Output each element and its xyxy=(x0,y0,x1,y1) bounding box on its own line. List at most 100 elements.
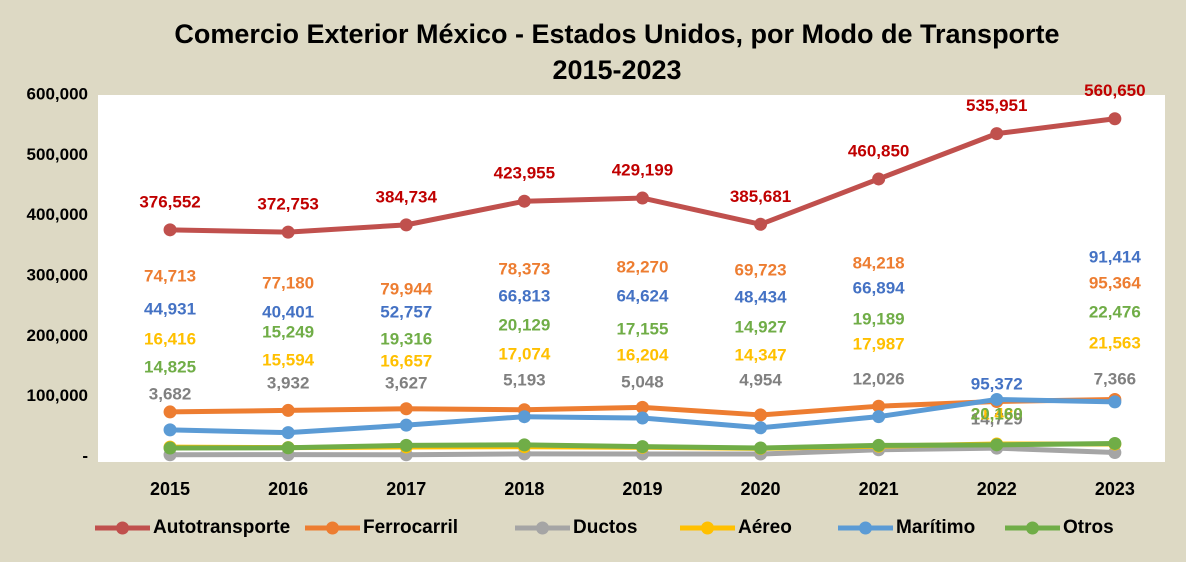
data-label: 84,218 xyxy=(853,253,905,272)
y-tick-label: - xyxy=(82,446,88,465)
data-label: 79,944 xyxy=(380,279,433,298)
x-tick-label: 2020 xyxy=(741,479,781,499)
legend-marker xyxy=(116,521,129,535)
data-label: 16,416 xyxy=(144,329,196,348)
data-label: 5,193 xyxy=(503,370,546,389)
data-point xyxy=(872,172,886,186)
data-label: 423,955 xyxy=(494,164,555,183)
data-label: 7,366 xyxy=(1094,369,1137,388)
data-label: 48,434 xyxy=(735,287,788,306)
data-point xyxy=(1108,395,1122,409)
data-point xyxy=(163,405,177,419)
data-point xyxy=(754,217,768,231)
data-label: 21,480 xyxy=(971,404,1023,423)
data-label: 66,813 xyxy=(498,286,550,305)
y-tick-label: 500,000 xyxy=(27,145,88,164)
data-label: 44,931 xyxy=(144,299,196,318)
x-tick-label: 2023 xyxy=(1095,479,1135,499)
data-point xyxy=(990,438,1004,452)
data-point xyxy=(990,127,1004,141)
chart-title: Comercio Exterior México - Estados Unido… xyxy=(174,19,1059,49)
data-point xyxy=(635,411,649,425)
legend-marker xyxy=(1026,521,1039,535)
data-point xyxy=(754,421,768,435)
data-point xyxy=(517,410,531,424)
legend-label: Marítimo xyxy=(896,517,975,538)
y-tick-label: 100,000 xyxy=(27,386,88,405)
data-point xyxy=(281,441,295,455)
data-label: 74,713 xyxy=(144,266,196,285)
data-label: 17,155 xyxy=(616,319,668,338)
data-label: 40,401 xyxy=(262,302,314,321)
data-label: 16,204 xyxy=(616,345,669,364)
data-label: 77,180 xyxy=(262,273,314,292)
data-label: 16,657 xyxy=(380,351,432,370)
data-label: 3,932 xyxy=(267,373,310,392)
legend-label: Aéreo xyxy=(738,517,792,538)
data-label: 82,270 xyxy=(616,257,668,276)
data-point xyxy=(281,426,295,440)
data-point xyxy=(399,418,413,432)
data-point xyxy=(163,441,177,455)
legend-marker xyxy=(536,521,549,535)
data-label: 4,954 xyxy=(739,370,782,389)
y-tick-label: 200,000 xyxy=(27,326,88,345)
data-point xyxy=(399,402,413,416)
data-label: 78,373 xyxy=(498,259,550,278)
legend-label: Ductos xyxy=(573,517,637,538)
data-label: 64,624 xyxy=(616,286,669,305)
data-label: 17,987 xyxy=(853,334,905,353)
data-label: 95,372 xyxy=(971,374,1023,393)
x-tick-label: 2015 xyxy=(150,479,190,499)
data-label: 3,682 xyxy=(149,384,192,403)
x-tick-label: 2016 xyxy=(268,479,308,499)
data-point xyxy=(754,408,768,422)
data-point xyxy=(163,423,177,437)
data-label: 429,199 xyxy=(612,161,673,180)
data-point xyxy=(872,410,886,424)
data-point xyxy=(1108,112,1122,126)
data-label: 52,757 xyxy=(380,302,432,321)
data-point xyxy=(754,441,768,455)
data-label: 535,951 xyxy=(966,96,1027,115)
y-tick-label: 300,000 xyxy=(27,265,88,284)
data-point xyxy=(281,225,295,239)
x-tick-label: 2021 xyxy=(859,479,899,499)
legend-label: Autotransporte xyxy=(153,517,290,538)
data-point xyxy=(635,440,649,454)
legend-label: Ferrocarril xyxy=(363,517,458,538)
data-label: 19,316 xyxy=(380,329,432,348)
data-label: 66,894 xyxy=(853,278,906,297)
data-label: 15,249 xyxy=(262,322,314,341)
data-point xyxy=(517,194,531,208)
data-label: 15,594 xyxy=(262,350,315,369)
data-label: 3,627 xyxy=(385,373,428,392)
legend-marker xyxy=(326,521,339,535)
x-tick-label: 2017 xyxy=(386,479,426,499)
data-label: 17,074 xyxy=(498,344,551,363)
data-label: 69,723 xyxy=(735,260,787,279)
data-label: 22,476 xyxy=(1089,302,1141,321)
data-label: 372,753 xyxy=(257,195,318,214)
data-point xyxy=(872,438,886,452)
data-point xyxy=(1108,436,1122,450)
data-label: 384,734 xyxy=(376,187,438,206)
data-label: 460,850 xyxy=(848,141,909,160)
legend-marker xyxy=(701,521,714,535)
data-point xyxy=(990,392,1004,406)
data-point xyxy=(635,400,649,414)
chart-title: 2015-2023 xyxy=(552,55,681,85)
data-point xyxy=(163,223,177,237)
y-tick-label: 400,000 xyxy=(27,205,88,224)
data-label: 385,681 xyxy=(730,187,791,206)
data-label: 14,347 xyxy=(735,345,787,364)
data-point xyxy=(281,403,295,417)
data-point xyxy=(635,191,649,205)
data-label: 14,927 xyxy=(735,317,787,336)
data-label: 95,364 xyxy=(1089,273,1142,292)
data-label: 12,026 xyxy=(853,369,905,388)
data-point xyxy=(399,218,413,232)
y-tick-label: 600,000 xyxy=(27,84,88,103)
x-tick-label: 2022 xyxy=(977,479,1017,499)
